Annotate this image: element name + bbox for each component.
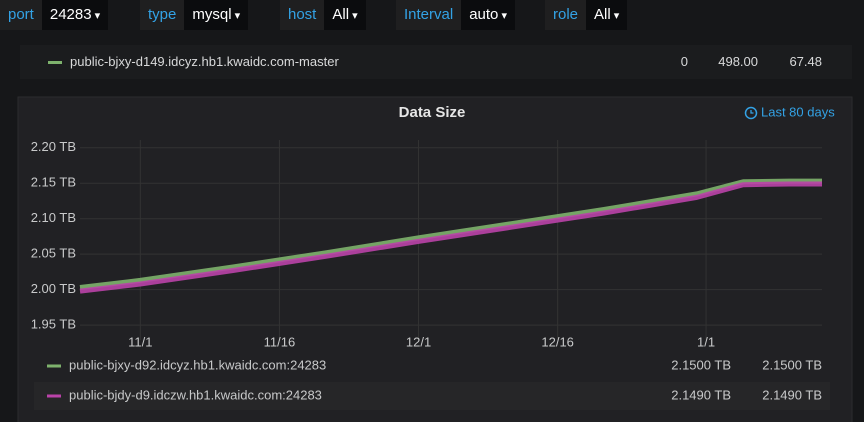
cell: 0 [680,54,688,69]
variable-label: port [0,0,42,30]
variable-label: Interval [396,0,462,30]
cell: 498.00 [718,54,758,69]
variable-label: host [280,0,325,30]
legend-value: 2.1500 TB [762,357,822,372]
time-range[interactable]: Last 80 days [761,104,835,119]
series-line [79,181,822,294]
x-tick-label: 1/1 [697,334,715,349]
dropdown-arrow[interactable]: ▾ [610,10,620,22]
y-tick-label: 2.05 TB [31,246,76,261]
dropdown-arrow[interactable]: ▾ [498,10,507,22]
legend-swatch [47,364,61,368]
y-tick-label: 2.00 TB [31,281,76,296]
variable: Interval auto ▾ [396,0,515,30]
dropdown-arrow[interactable]: ▾ [349,10,358,22]
legend-value: 2.1500 TB [671,357,731,372]
x-tick-label: 11/1 [128,334,152,349]
swatch [48,61,62,64]
x-tick-label: 11/16 [264,334,296,349]
variable-value[interactable]: All ▾ [324,0,366,30]
cell: public-bjxy-d149.idcyz.hb1.kwaidc.com-ma… [70,54,339,69]
y-tick-label: 2.10 TB [31,210,76,225]
legend-value: 2.1490 TB [671,387,731,402]
variable-value[interactable]: auto ▾ [461,0,515,30]
legend-swatch [47,394,61,398]
table-row: public-bjxy-d149.idcyz.hb1.kwaidc.com-ma… [20,45,852,79]
y-tick-label: 2.15 TB [31,175,76,190]
dropdown-arrow[interactable]: ▾ [231,10,241,22]
variable-value[interactable]: mysql ▾ [184,0,249,30]
variable-label: type [140,0,185,30]
x-tick-label: 12/1 [406,334,431,349]
variable-value[interactable]: All ▾ [586,0,628,30]
clock-icon [744,106,758,120]
variable-label: role [545,0,587,30]
y-tick-label: 1.95 TB [31,317,76,332]
variable: host All ▾ [280,0,366,30]
legend-row-bg [34,382,830,410]
panel-frame [17,96,853,422]
variable: type mysql ▾ [140,0,249,30]
y-tick-label: 2.20 TB [31,139,76,154]
series-line [79,178,822,290]
variable: role All ▾ [545,0,628,30]
clock-hand [750,110,754,114]
legend-value: 2.1490 TB [762,387,822,402]
legend-label: public-bjdy-d9.idczw.hb1.kwaidc.com:2428… [69,387,322,402]
legend-label: public-bjxy-d92.idcyz.hb1.kwaidc.com:242… [69,357,326,372]
variable: port 24283 ▾ [0,0,109,30]
variable-value[interactable]: 24283 ▾ [41,0,109,30]
cell: 67.48 [789,54,822,69]
x-tick-label: 12/16 [541,334,574,349]
dropdown-arrow[interactable]: ▾ [91,10,101,22]
chart-title: Data Size [399,104,466,121]
